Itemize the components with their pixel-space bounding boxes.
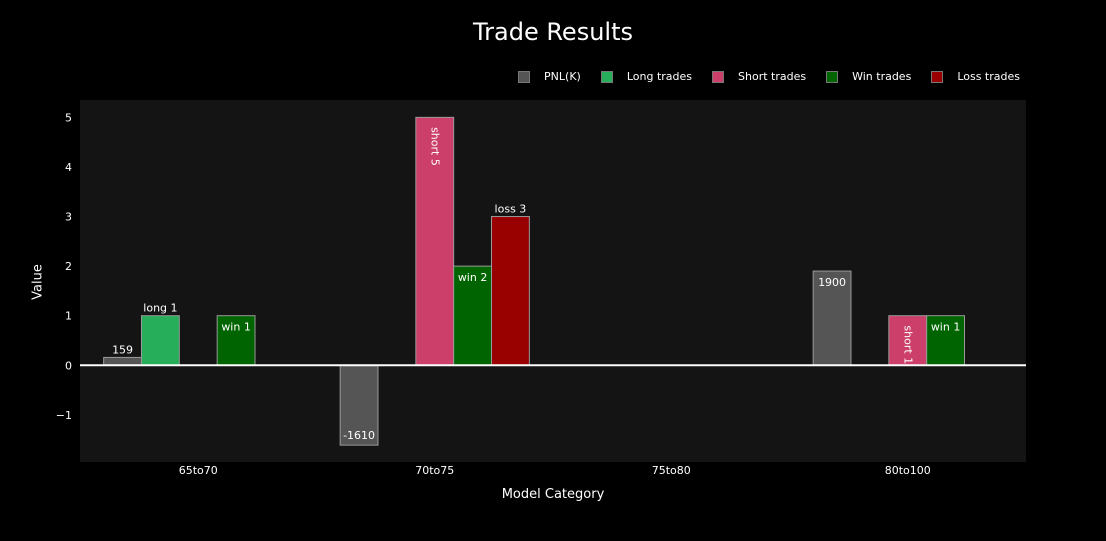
y-tick-label: 0	[65, 359, 72, 372]
legend-item-win[interactable]: Win trades	[826, 70, 911, 83]
legend-label-pnl: PNL(K)	[544, 70, 581, 83]
x-tick-label: 65to70	[179, 464, 218, 477]
x-axis-ticks: 65to70 70to75 75to80 80to100	[179, 464, 931, 477]
legend-swatch-loss	[931, 70, 944, 83]
x-tick-label: 70to75	[415, 464, 454, 477]
legend-swatch-short	[712, 70, 725, 83]
legend-label-long: Long trades	[626, 70, 693, 83]
bar[interactable]	[926, 315, 966, 366]
bar[interactable]	[888, 315, 928, 366]
y-tick-label: 3	[65, 211, 72, 224]
legend-swatch-long	[600, 70, 613, 83]
bar[interactable]	[491, 216, 530, 366]
bar-data-label: 1900	[818, 276, 846, 289]
bar-data-label: long 1	[143, 302, 177, 315]
bars-layer: 159 -1610 1900 long 1 short 5 short 1 win 1 win…	[103, 116, 966, 446]
legend-item-pnl[interactable]: PNL(K)	[518, 70, 581, 83]
y-tick-label: 2	[65, 260, 72, 273]
bar-data-label: win 1	[221, 321, 251, 334]
bar[interactable]	[140, 315, 180, 366]
chart-title: Trade Results	[473, 18, 633, 46]
legend-label-loss: Loss trades	[957, 70, 1020, 83]
legend[interactable]: PNL(K) Long trades Short trades Win trad…	[498, 70, 1020, 83]
bar[interactable]	[453, 265, 493, 366]
y-tick-label: 1	[65, 310, 72, 323]
plot-area	[80, 100, 1026, 462]
bar-data-label: loss 3	[495, 203, 527, 216]
bar[interactable]	[415, 116, 455, 366]
y-tick-label: 5	[65, 111, 72, 124]
bar-data-label: 159	[112, 343, 133, 356]
legend-label-win: Win trades	[852, 70, 912, 83]
x-tick-label: 80to100	[885, 464, 931, 477]
legend-item-long[interactable]: Long trades	[600, 70, 693, 83]
bar[interactable]	[812, 270, 852, 366]
x-axis-title: Model Category	[501, 487, 605, 502]
y-axis-title: Value	[30, 264, 46, 300]
legend-item-short[interactable]: Short trades	[712, 70, 806, 83]
bar[interactable]	[216, 315, 256, 366]
bar-data-label: win 1	[931, 321, 961, 334]
x-tick-label: 75to80	[652, 464, 691, 477]
legend-swatch-pnl	[518, 70, 531, 83]
bar-data-label: short 5	[428, 127, 441, 166]
legend-label-short: Short trades	[738, 70, 807, 83]
bar-data-label: win 2	[458, 271, 488, 284]
y-axis-ticks: −1 0 1 2 3 4 5	[56, 111, 72, 422]
bar-data-label: short 1	[901, 325, 914, 364]
legend-swatch-win	[826, 70, 839, 83]
legend-item-loss[interactable]: Loss trades	[931, 70, 1020, 83]
bar[interactable]	[103, 356, 142, 366]
bar-data-label: -1610	[343, 429, 375, 442]
y-tick-label: −1	[56, 409, 72, 422]
y-tick-label: 4	[65, 161, 72, 174]
